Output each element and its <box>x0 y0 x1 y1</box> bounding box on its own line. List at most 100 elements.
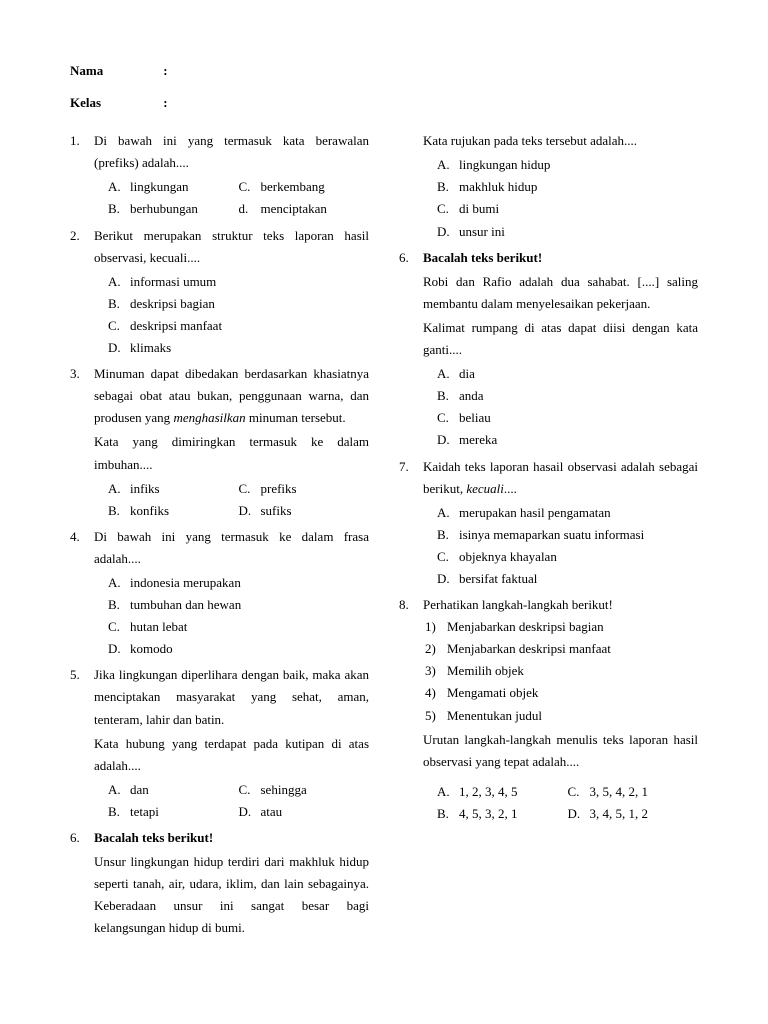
q5-c-letter: C. <box>239 779 261 801</box>
q7-italic: kecuali <box>466 481 504 496</box>
q6l-text: Unsur lingkungan hidup terdiri dari makh… <box>94 851 369 939</box>
q5-b-letter: B. <box>108 801 130 823</box>
q1-num: 1. <box>70 130 94 220</box>
q6c-b: anda <box>459 385 484 407</box>
q3-a-letter: A. <box>108 478 130 500</box>
left-column: 1. Di bawah ini yang termasuk kata beraw… <box>70 130 369 943</box>
q3-italic: menghasilkan <box>173 410 245 425</box>
q3-num: 3. <box>70 363 94 522</box>
header-kelas: Kelas : <box>70 92 698 114</box>
q5-a-letter: A. <box>108 779 130 801</box>
q8-num: 8. <box>399 594 423 825</box>
q3-c: prefiks <box>261 478 297 500</box>
q7-num: 7. <box>399 456 423 591</box>
question-8: 8. Perhatikan langkah-langkah berikut! 1… <box>399 594 698 825</box>
nama-label: Nama <box>70 60 160 82</box>
question-1: 1. Di bawah ini yang termasuk kata beraw… <box>70 130 369 220</box>
q7-pre: Kaidah teks laporan hasail observasi ada… <box>423 459 698 496</box>
q5-num: 5. <box>70 664 94 823</box>
q6c-c: beliau <box>459 407 491 429</box>
q1-d: menciptakan <box>261 198 327 220</box>
q8-a: 1, 2, 3, 4, 5 <box>459 781 518 803</box>
q3-text2: Kata yang dimiringkan termasuk ke dalam … <box>94 431 369 475</box>
q8-c: 3, 5, 4, 2, 1 <box>590 781 649 803</box>
q6c-text: Robi dan Rafio adalah dua sahabat. [....… <box>423 271 698 315</box>
q1-c: berkembang <box>261 176 325 198</box>
q2-text: Berikut merupakan struktur teks laporan … <box>94 225 369 269</box>
q4-text: Di bawah ini yang termasuk ke dalam fras… <box>94 526 369 570</box>
q8-t2: Menjabarkan deskripsi manfaat <box>447 638 611 660</box>
q4-c: hutan lebat <box>130 616 187 638</box>
q6b-b-letter: B. <box>437 176 459 198</box>
question-7: 7. Kaidah teks laporan hasail observasi … <box>399 456 698 591</box>
q8-d: 3, 4, 5, 1, 2 <box>590 803 649 825</box>
right-column: Kata rujukan pada teks tersebut adalah..… <box>399 130 698 943</box>
q8-n5: 5) <box>425 705 447 727</box>
q4-d-letter: D. <box>108 638 130 660</box>
q6c-c-letter: C. <box>437 407 459 429</box>
q2-num: 2. <box>70 225 94 360</box>
q6c-a: dia <box>459 363 475 385</box>
q6b-d-letter: D. <box>437 221 459 243</box>
question-2: 2. Berikut merupakan struktur teks lapor… <box>70 225 369 360</box>
kelas-colon: : <box>163 95 167 110</box>
q8-n1: 1) <box>425 616 447 638</box>
q6l-title: Bacalah teks berikut! <box>94 827 369 849</box>
q8-c-letter: C. <box>568 781 590 803</box>
q2-b: deskripsi bagian <box>130 293 215 315</box>
q7-d-letter: D. <box>437 568 459 590</box>
q6c-title: Bacalah teks berikut! <box>423 247 698 269</box>
q7-b: isinya memaparkan suatu informasi <box>459 524 644 546</box>
q2-a: informasi umum <box>130 271 216 293</box>
question-6b: Kata rujukan pada teks tersebut adalah..… <box>399 130 698 242</box>
q8-d-letter: D. <box>568 803 590 825</box>
q3-a: infiks <box>130 478 160 500</box>
q8-b: 4, 5, 3, 2, 1 <box>459 803 518 825</box>
question-6c: 6. Bacalah teks berikut! Robi dan Rafio … <box>399 247 698 452</box>
q8-t4: Mengamati objek <box>447 682 538 704</box>
q7-a: merupakan hasil pengamatan <box>459 502 611 524</box>
q7-b-letter: B. <box>437 524 459 546</box>
q6c-num: 6. <box>399 247 423 452</box>
q6b-c: di bumi <box>459 198 499 220</box>
q3-b-letter: B. <box>108 500 130 522</box>
q2-b-letter: B. <box>108 293 130 315</box>
q1-a: lingkungan <box>130 176 189 198</box>
q6b-b: makhluk hidup <box>459 176 537 198</box>
q6c-text2: Kalimat rumpang di atas dapat diisi deng… <box>423 317 698 361</box>
question-5: 5. Jika lingkungan diperlihara dengan ba… <box>70 664 369 823</box>
q6l-num: 6. <box>70 827 94 939</box>
q6c-b-letter: B. <box>437 385 459 407</box>
q6c-d: mereka <box>459 429 497 451</box>
q7-c: objeknya khayalan <box>459 546 557 568</box>
q1-a-letter: A. <box>108 176 130 198</box>
q8-n2: 2) <box>425 638 447 660</box>
q1-d-letter: d. <box>239 198 261 220</box>
question-4: 4. Di bawah ini yang termasuk ke dalam f… <box>70 526 369 661</box>
q6c-a-letter: A. <box>437 363 459 385</box>
q5-text2: Kata hubung yang terdapat pada kutipan d… <box>94 733 369 777</box>
kelas-label: Kelas <box>70 92 160 114</box>
q6c-d-letter: D. <box>437 429 459 451</box>
q6b-num <box>399 130 423 242</box>
q2-c-letter: C. <box>108 315 130 337</box>
q1-b: berhubungan <box>130 198 198 220</box>
q3-text: Minuman dapat dibedakan berdasarkan khas… <box>94 363 369 429</box>
q5-d: atau <box>261 801 283 823</box>
q6b-text: Kata rujukan pada teks tersebut adalah..… <box>423 130 698 152</box>
question-3: 3. Minuman dapat dibedakan berdasarkan k… <box>70 363 369 522</box>
q1-b-letter: B. <box>108 198 130 220</box>
header-nama: Nama : <box>70 60 698 82</box>
q7-text: Kaidah teks laporan hasail observasi ada… <box>423 456 698 500</box>
q7-c-letter: C. <box>437 546 459 568</box>
content-columns: 1. Di bawah ini yang termasuk kata beraw… <box>70 130 698 943</box>
q3-post: minuman tersebut. <box>246 410 346 425</box>
q4-d: komodo <box>130 638 173 660</box>
q8-n4: 4) <box>425 682 447 704</box>
q8-a-letter: A. <box>437 781 459 803</box>
q5-a: dan <box>130 779 149 801</box>
q3-c-letter: C. <box>239 478 261 500</box>
q6b-c-letter: C. <box>437 198 459 220</box>
q3-d: sufiks <box>261 500 292 522</box>
question-6-left: 6. Bacalah teks berikut! Unsur lingkunga… <box>70 827 369 939</box>
